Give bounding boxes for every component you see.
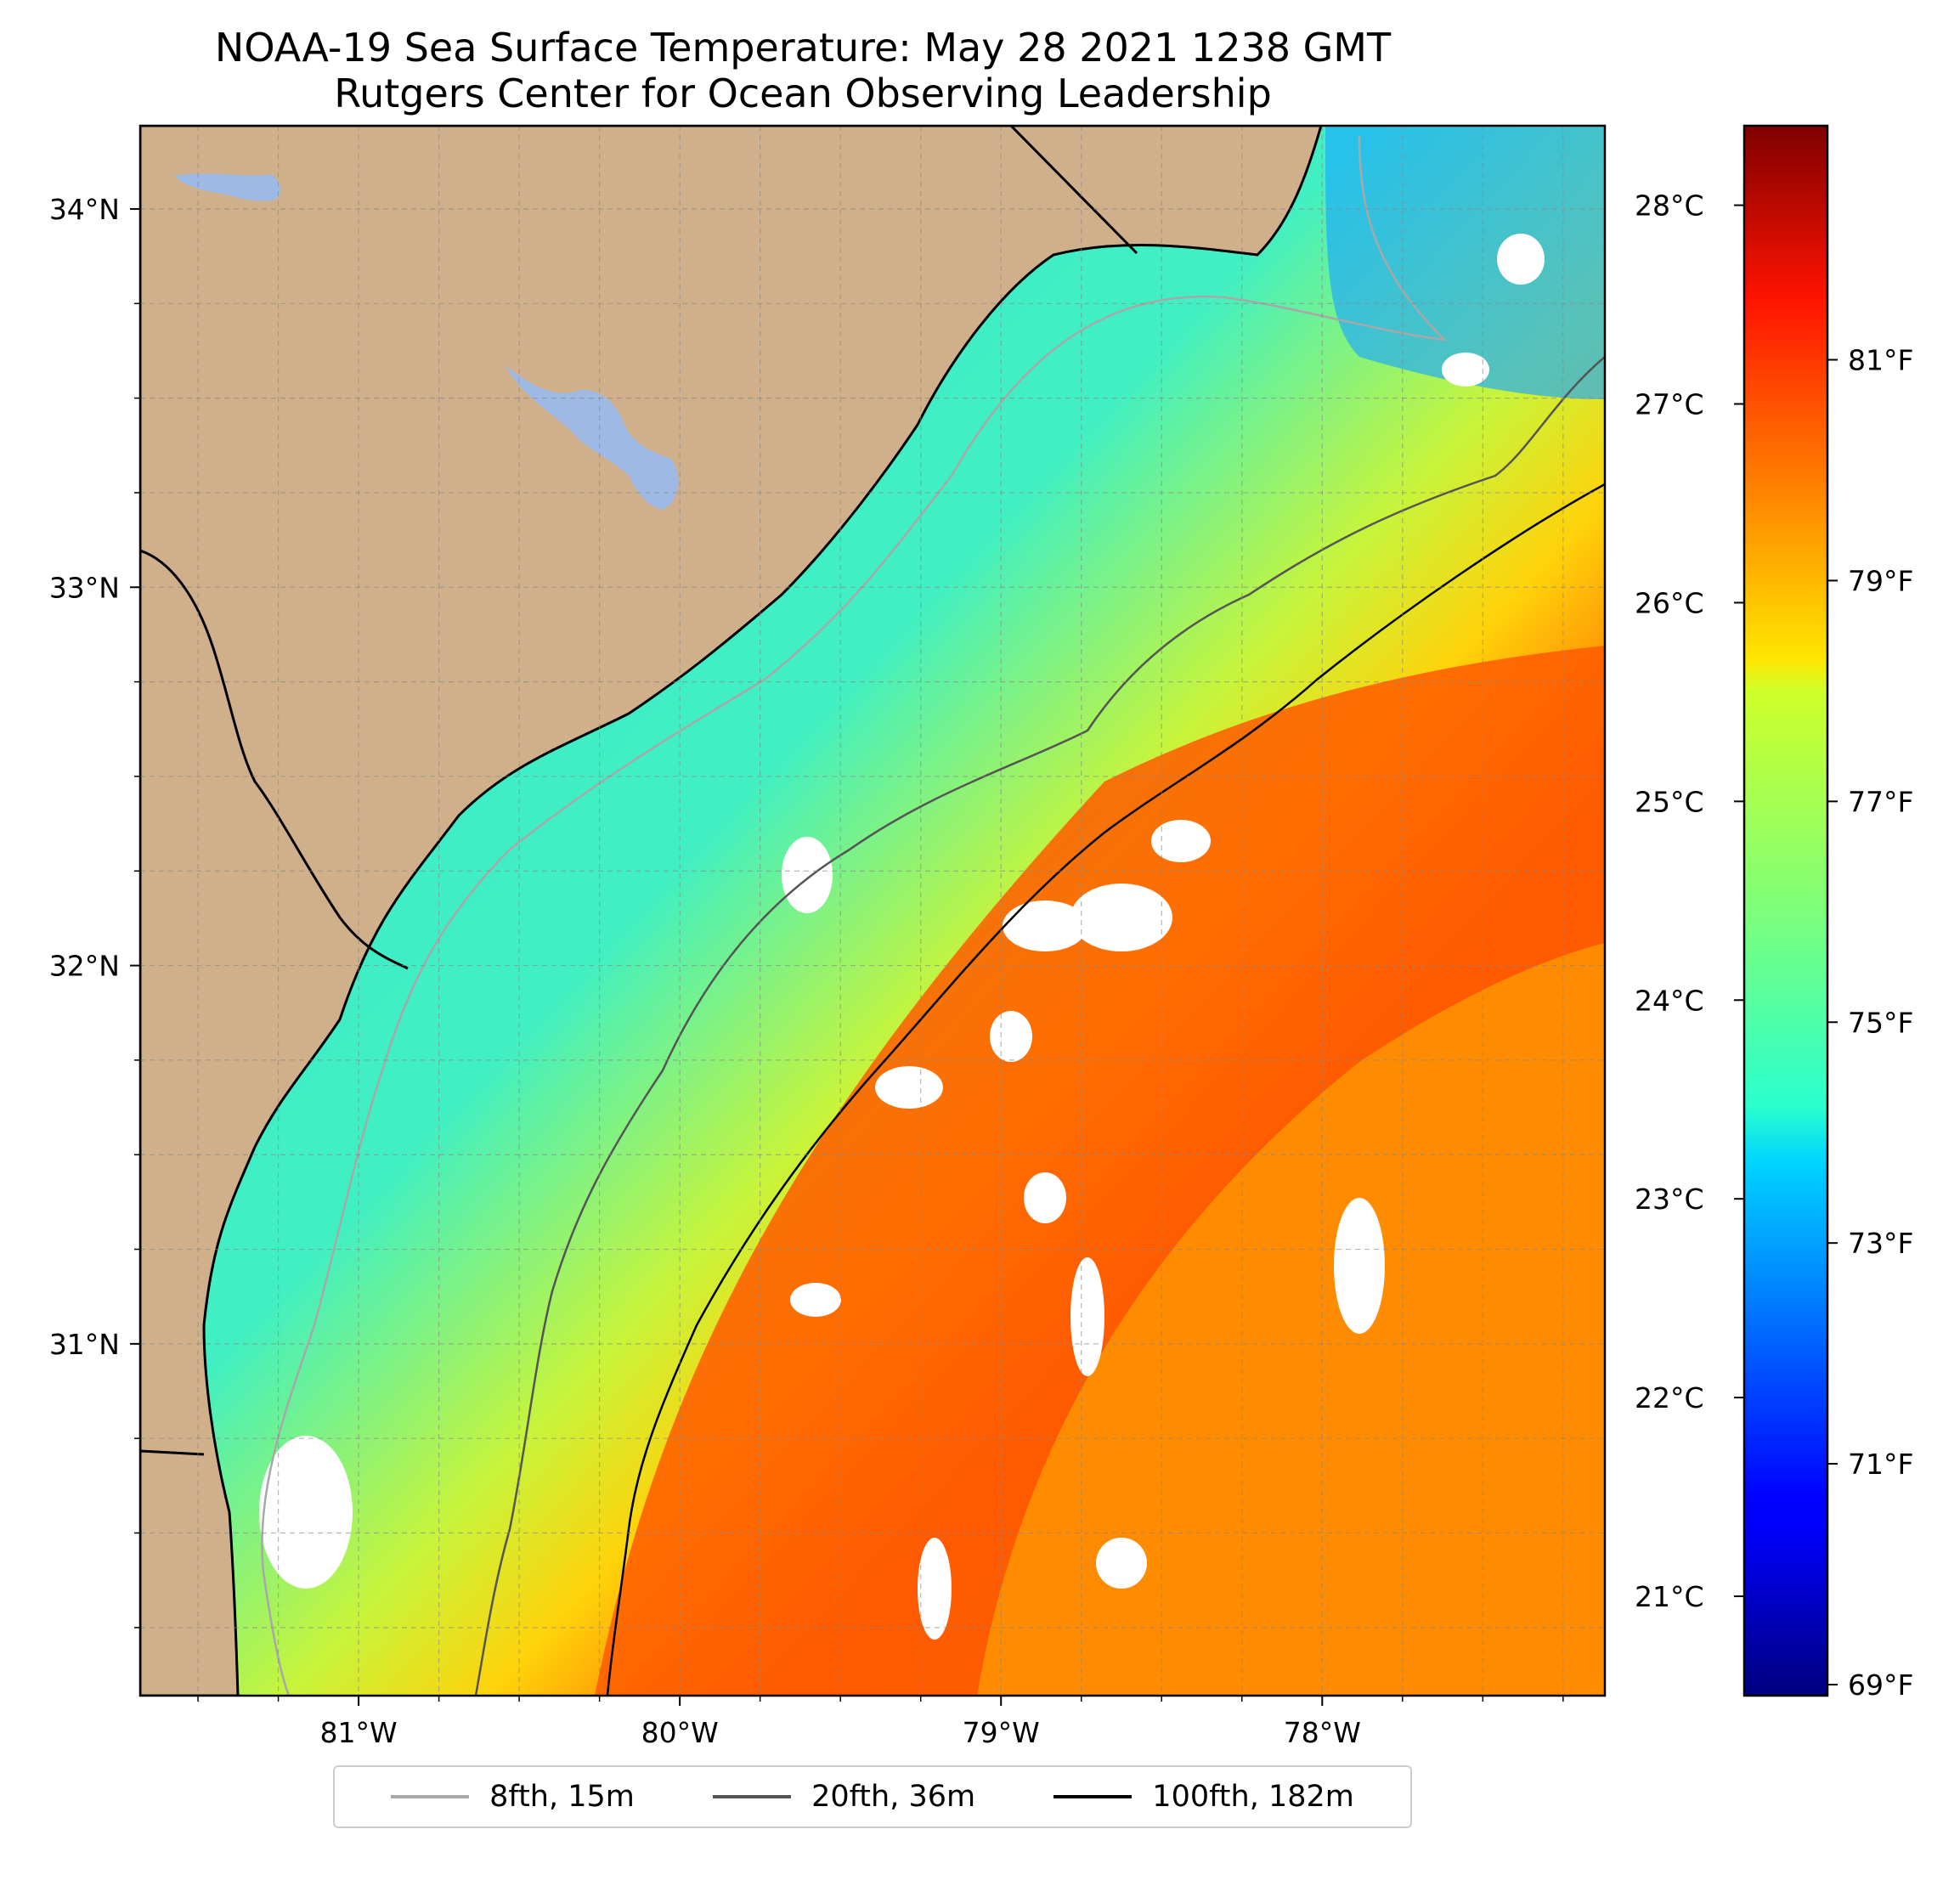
fahrenheit-tick-label: 69°F [1848,1668,1913,1702]
fahrenheit-tick-label: 79°F [1848,564,1913,597]
colorbar-celsius-axis: 21°C 22°C 23°C 24°C 25°C 26°C 27°C 28°C [1635,189,1744,1613]
state-border-nc-sc [1009,126,1138,255]
fahrenheit-tick-label: 71°F [1848,1448,1913,1481]
land-coastline [140,126,1323,1696]
legend-swatch [391,1795,470,1798]
cloud-gap [790,1283,841,1317]
celsius-tick-label: 27°C [1635,387,1704,421]
chart-subtitle: Rutgers Center for Ocean Observing Leade… [334,71,1272,116]
lon-tick-label: 78°W [1284,1716,1361,1749]
cloud-gap [875,1066,943,1109]
isobath-legend: 8fth, 15m 20fth, 36m 100fth, 182m [333,1765,1412,1828]
cloud-gap [1096,1538,1147,1589]
lat-tick-label: 34°N [49,193,120,226]
fahrenheit-tick-label: 75°F [1848,1006,1913,1039]
legend-label: 100fth, 182m [1152,1780,1354,1814]
cloud-gap [990,1011,1032,1062]
legend-swatch [1053,1795,1133,1798]
warm-fringe [977,943,1605,1696]
latitude-axis: 31°N 32°N 33°N 34°N [49,193,140,1629]
fahrenheit-tick-label: 73°F [1848,1227,1913,1260]
lat-tick-label: 31°N [49,1328,120,1361]
cloud-gap [259,1436,353,1589]
cloud-gap [1024,1172,1066,1223]
state-border-ga-fl [140,1449,205,1456]
celsius-tick-label: 26°C [1635,586,1704,619]
lon-tick-label: 81°W [320,1716,398,1749]
legend-item-8fth: 8fth, 15m [391,1780,635,1814]
lat-tick-label: 33°N [49,571,120,604]
lat-tick-label: 32°N [49,950,120,983]
celsius-tick-label: 25°C [1635,785,1704,818]
longitude-axis: 81°W 80°W 79°W 78°W [197,1696,1564,1749]
celsius-tick-label: 28°C [1635,189,1704,223]
colorbar-fahrenheit-axis: 69°F 71°F 73°F 75°F 77°F 79°F 81°F [1827,344,1913,1702]
legend-swatch [713,1795,792,1798]
isobath-20fth [474,356,1605,1696]
isobath-8fth [261,135,1448,1696]
celsius-tick-label: 23°C [1635,1183,1704,1216]
chart-title: NOAA-19 Sea Surface Temperature: May 28 … [214,25,1392,71]
map-frame [138,124,1607,1697]
celsius-tick-label: 22°C [1635,1381,1704,1414]
lake-1 [174,173,281,201]
cloud-gap [1442,353,1489,387]
fahrenheit-tick-label: 77°F [1848,785,1913,818]
cloud-gap [1497,234,1545,285]
cloud-gap [1070,1257,1104,1376]
celsius-tick-label: 24°C [1635,984,1704,1017]
cloud-gap [1003,900,1087,951]
legend-label: 8fth, 15m [489,1780,635,1814]
legend-item-100fth: 100fth, 182m [1053,1780,1354,1814]
colorbar [1743,124,1829,1697]
legend-item-20fth: 20fth, 36m [713,1780,975,1814]
isobath-100fth [606,483,1605,1696]
map-gridlines [140,126,1605,1696]
cloud-gap [1070,884,1172,951]
cloud-gap [918,1538,952,1640]
fahrenheit-tick-label: 81°F [1848,344,1913,377]
cloud-gap [782,837,833,913]
lon-tick-label: 80°W [641,1716,719,1749]
state-border-sc-ga [140,549,409,970]
celsius-tick-label: 21°C [1635,1580,1704,1613]
lon-tick-label: 79°W [963,1716,1040,1749]
legend-label: 20fth, 36m [811,1780,976,1814]
cloud-gap [1151,820,1211,862]
cloud-gap [1334,1198,1385,1334]
lake-2 [506,365,679,510]
